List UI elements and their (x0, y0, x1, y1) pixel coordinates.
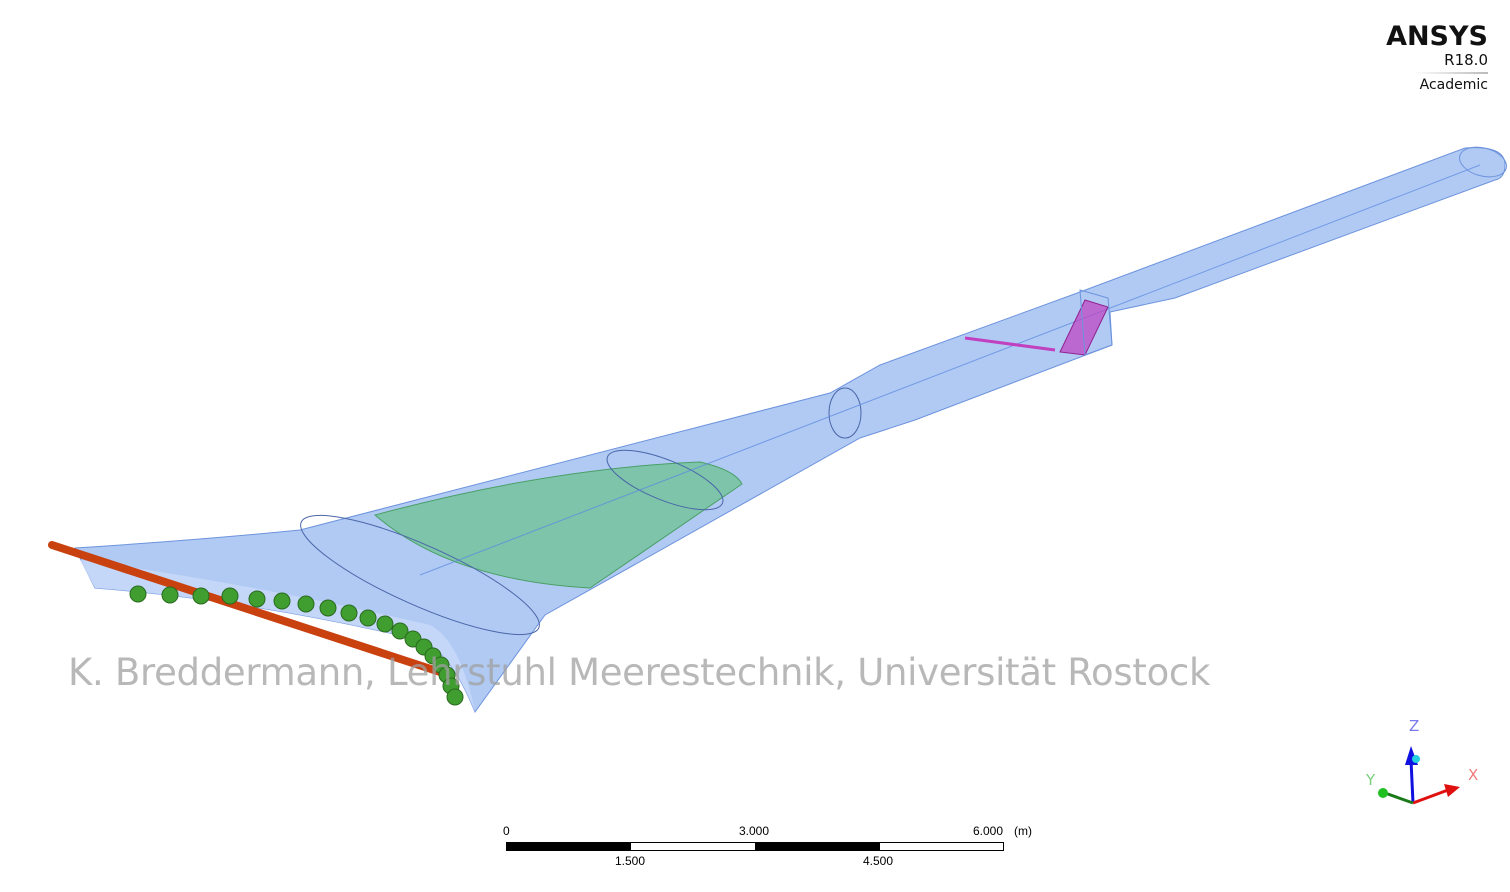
orange-rod (48, 541, 444, 676)
logo-version: R18.0 (1444, 51, 1488, 69)
triad-x-label: X (1468, 766, 1479, 784)
triad-x-axis (1412, 788, 1449, 805)
green-cylinder (376, 615, 394, 633)
green-cylinder (161, 586, 179, 604)
screen-mesh (1059, 299, 1109, 356)
green-cylinder (359, 609, 377, 627)
green-cylinder (446, 688, 464, 706)
watermark-text: K. Breddermann, Lehrstuhl Meerestechnik,… (68, 651, 1211, 694)
scale-label-6: 6.000 (973, 824, 1004, 838)
flap-plate (964, 336, 1056, 352)
logo-brand: ANSYS (1386, 21, 1488, 52)
green-cylinder (192, 587, 210, 605)
triad-y-label: Y (1366, 771, 1376, 789)
green-cylinder (319, 599, 337, 617)
scale-unit: (m) (1014, 824, 1032, 838)
scale-segment (506, 842, 631, 851)
outlet-ring (1459, 146, 1507, 178)
axis-triad (1378, 746, 1460, 805)
scale-label-4-5: 4.500 (863, 854, 894, 868)
triad-z-label: Z (1409, 717, 1420, 735)
logo-divider (1413, 72, 1488, 74)
green-cylinder (340, 604, 358, 622)
triad-y-axis (1384, 791, 1414, 805)
axis-line (419, 164, 1481, 576)
screen-box (1079, 289, 1113, 356)
green-cylinder (391, 622, 409, 640)
logo-edition: Academic (1419, 77, 1488, 93)
green-cylinder (297, 595, 315, 613)
green-cylinder (221, 587, 239, 605)
scale-segment (630, 842, 756, 851)
triad-origin-marker (1412, 755, 1420, 763)
funnel-body (74, 147, 1506, 714)
scale-segment (755, 842, 880, 851)
scale-label-1-5: 1.500 (615, 854, 646, 868)
green-cylinder (248, 590, 266, 608)
green-cylinder (129, 585, 147, 603)
green-cylinder (273, 592, 291, 610)
section-ring (606, 449, 724, 511)
triad-z-axis (1409, 759, 1415, 804)
scale-segment (879, 842, 1004, 851)
scale-label-3: 3.000 (739, 824, 770, 838)
funnel-lower-flap (80, 560, 475, 712)
section-ring (828, 387, 862, 439)
ansys-logo: ANSYS R18.0 Academic (1386, 22, 1488, 93)
scale-label-0: 0 (503, 824, 510, 838)
triad-x-arrowhead (1444, 784, 1460, 797)
triad-y-arrowhead (1378, 788, 1388, 798)
section-ring (300, 514, 540, 636)
